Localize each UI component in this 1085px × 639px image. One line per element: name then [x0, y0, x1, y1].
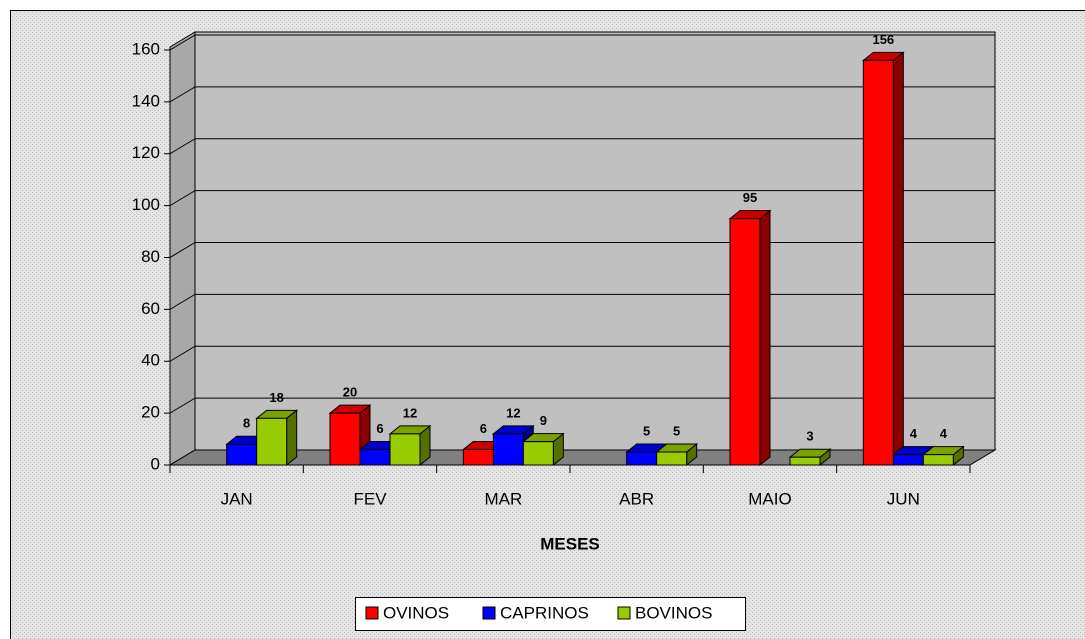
- grid-line: [169, 138, 196, 155]
- data-label: 5: [643, 423, 650, 438]
- data-label: 12: [506, 405, 520, 420]
- y-tick-label: 60: [141, 299, 160, 318]
- grid-line: [169, 242, 196, 258]
- grid-line: [169, 86, 196, 103]
- bar: [522, 441, 554, 466]
- bar: [656, 451, 688, 466]
- x-tick-label: JAN: [221, 489, 253, 508]
- legend-label: CAPRINOS: [500, 603, 589, 622]
- grid-line: [169, 190, 196, 207]
- legend-label: OVINOS: [383, 603, 449, 622]
- legend-swatch: [482, 606, 496, 620]
- bar: [729, 218, 761, 466]
- data-label: 156: [872, 32, 894, 47]
- y-tick-label: 120: [132, 143, 160, 162]
- bar: [256, 417, 288, 466]
- data-label: 95: [743, 190, 757, 205]
- grid-line: [169, 293, 196, 310]
- data-label: 4: [940, 426, 948, 441]
- back-wall: [194, 31, 996, 451]
- legend-label: BOVINOS: [635, 603, 712, 622]
- y-tick-label: 0: [151, 454, 160, 473]
- bar: [492, 433, 524, 466]
- bar-side: [286, 409, 298, 467]
- y-tick-label: 160: [132, 39, 160, 58]
- legend-swatch: [365, 606, 379, 620]
- x-tick-label: FEV: [353, 489, 387, 508]
- grid-line: [169, 397, 196, 414]
- bar: [626, 451, 658, 466]
- data-label: 9: [540, 413, 547, 428]
- x-tick-label: MAIO: [748, 489, 791, 508]
- data-label: 5: [673, 423, 680, 438]
- bar: [789, 456, 821, 466]
- bar-side: [892, 51, 904, 467]
- bar: [462, 448, 494, 466]
- y-tick-label: 80: [141, 247, 160, 266]
- bar: [389, 433, 421, 466]
- data-label: 4: [910, 426, 918, 441]
- bar: [329, 412, 361, 466]
- legend-swatch: [617, 606, 631, 620]
- y-tick-label: 40: [141, 351, 160, 370]
- data-label: 20: [343, 385, 357, 400]
- x-tick-label: JUN: [887, 489, 920, 508]
- y-tick-label: 140: [132, 91, 160, 110]
- data-label: 6: [376, 421, 383, 436]
- bar-side: [759, 209, 771, 467]
- grid-line: [169, 345, 196, 362]
- grid-line: [169, 34, 196, 51]
- legend: [355, 597, 746, 631]
- data-label: 6: [480, 421, 487, 436]
- data-label: 18: [269, 390, 283, 405]
- bar: [922, 454, 954, 466]
- data-label: 12: [403, 405, 417, 420]
- bar: [862, 59, 894, 466]
- x-tick-label: MAR: [484, 489, 522, 508]
- bar: [359, 448, 391, 466]
- y-tick-label: 100: [132, 195, 160, 214]
- x-tick-label: ABR: [619, 489, 654, 508]
- data-label: 8: [243, 416, 250, 431]
- x-axis-title: MESES: [540, 534, 600, 553]
- bar: [892, 454, 924, 466]
- y-tick-label: 20: [141, 403, 160, 422]
- data-label: 3: [806, 429, 813, 444]
- bar: [226, 443, 258, 466]
